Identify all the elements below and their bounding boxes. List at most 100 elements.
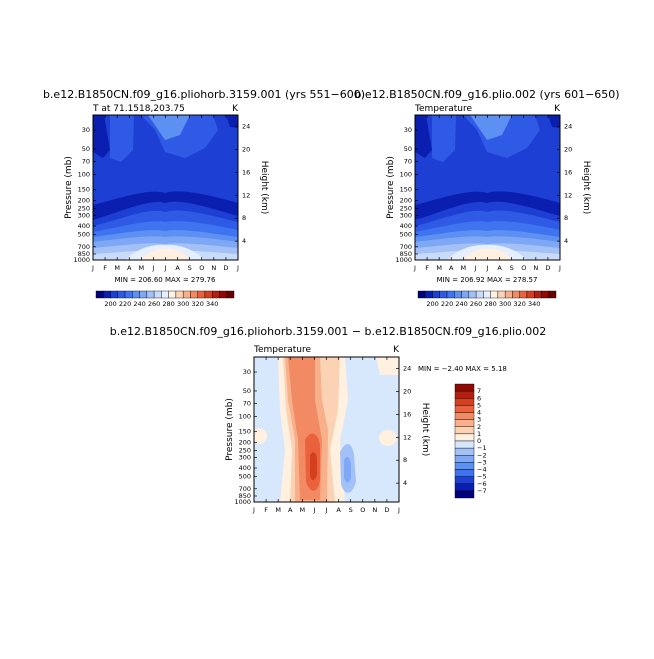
y2-tick-label: 16 xyxy=(564,168,572,176)
colorbar-label: 340 xyxy=(206,300,218,308)
colorbar-swatch xyxy=(175,290,184,299)
colorbar-swatch xyxy=(454,447,475,456)
colorbar-swatch xyxy=(475,290,484,299)
x-tick-label: J xyxy=(91,264,94,272)
colorbar-label: −6 xyxy=(477,480,487,488)
colorbar-label: 260 xyxy=(470,300,482,308)
y-tick-label: 200 xyxy=(239,438,251,446)
colorbar-label: −5 xyxy=(477,473,487,481)
colorbar-label: 200 xyxy=(426,300,438,308)
y-tick-label: 1000 xyxy=(234,498,251,506)
colorbar-swatch xyxy=(103,290,111,299)
y2-tick-label: 16 xyxy=(403,410,411,418)
y-tick-label: 400 xyxy=(400,222,412,230)
panel-3-field xyxy=(254,357,399,502)
colorbar-swatch xyxy=(124,290,133,299)
colorbar-swatch xyxy=(454,412,475,420)
y-tick-label: 150 xyxy=(239,428,251,436)
panel-2-title: b.e12.B1850CN.f09_g16.plio.002 (yrs 601−… xyxy=(354,88,619,101)
y2-tick-label: 4 xyxy=(403,479,407,487)
x-tick-label: J xyxy=(252,506,255,514)
colorbar-label: 280 xyxy=(484,300,496,308)
y-tick-label: 700 xyxy=(400,243,412,251)
colorbar-label: 2 xyxy=(477,423,481,431)
colorbar-label: −2 xyxy=(477,451,487,459)
panel-1-subtitle: T at 71.1518,203.75 xyxy=(92,104,185,114)
y2-tick-label: 20 xyxy=(403,388,411,396)
x-tick-label: F xyxy=(425,264,429,272)
panel-1-field xyxy=(93,115,238,260)
x-tick-label: A xyxy=(175,264,180,272)
panel-2-subtitle: Temperature xyxy=(414,104,472,114)
x-tick-label: J xyxy=(413,264,416,272)
panel-2-colorbar: 200 220 240 260 280 300 320 340 xyxy=(417,290,557,308)
colorbar-swatch xyxy=(117,290,126,299)
colorbar-label: 340 xyxy=(528,300,540,308)
colorbar-swatch xyxy=(168,290,177,299)
y-tick-label: 300 xyxy=(78,211,90,219)
x-tick-label: N xyxy=(372,506,377,514)
colorbar-swatch xyxy=(461,290,470,299)
panel-3-title: b.e12.B1850CN.f09_g16.pliohorb.3159.001 … xyxy=(110,325,546,338)
x-tick-label: O xyxy=(360,506,365,514)
panel-1-title: b.e12.B1850CN.f09_g16.pliohorb.3159.001 … xyxy=(43,88,365,101)
colorbar-label: 5 xyxy=(477,401,481,409)
colorbar-label: 0 xyxy=(477,437,481,445)
x-tick-label: J xyxy=(151,264,154,272)
colorbar-swatch xyxy=(541,290,549,299)
y-tick-label: 150 xyxy=(400,186,412,194)
y-tick-label: 850 xyxy=(400,250,412,258)
y-tick-label: 70 xyxy=(243,399,251,407)
y-tick-label: 100 xyxy=(239,413,251,421)
y-tick-label: 200 xyxy=(78,196,90,204)
y-tick-label: 250 xyxy=(239,447,251,455)
colorbar-swatch xyxy=(439,290,448,299)
x-tick-label: A xyxy=(336,506,341,514)
colorbar-swatch xyxy=(446,290,455,299)
colorbar-label: 200 xyxy=(104,300,116,308)
colorbar-swatch xyxy=(139,290,148,299)
colorbar-swatch xyxy=(483,290,491,299)
y-axis-label: Pressure (mb) xyxy=(386,156,396,219)
x-tick-label: N xyxy=(533,264,538,272)
y-axis-label: Pressure (mb) xyxy=(64,156,74,219)
panel-1-colorbar: 200 220 240 260 280 300 320 340 xyxy=(95,290,235,308)
x-tick-label: S xyxy=(349,506,353,514)
y-tick-label: 200 xyxy=(400,196,412,204)
y-tick-label: 700 xyxy=(78,243,90,251)
x-tick-label: J xyxy=(473,264,476,272)
y2-axis-label: Height (km) xyxy=(581,161,591,215)
colorbar-label: 240 xyxy=(455,300,467,308)
y-tick-label: 250 xyxy=(78,205,90,213)
y-axis-label: Pressure (mb) xyxy=(225,398,235,461)
panel-2-stats: MIN = 206.92 MAX = 278.57 xyxy=(437,276,538,284)
x-tick-label: N xyxy=(211,264,216,272)
y-tick-label: 50 xyxy=(404,145,412,153)
colorbar-swatch xyxy=(454,483,475,492)
colorbar-label: 3 xyxy=(477,416,481,424)
colorbar-swatch xyxy=(454,469,475,477)
x-tick-label: J xyxy=(236,264,239,272)
y2-tick-label: 12 xyxy=(564,191,572,199)
panel-3-subtitle: Temperature xyxy=(253,345,311,355)
y2-tick-label: 8 xyxy=(564,214,568,222)
colorbar-swatch xyxy=(454,440,475,449)
panel-1-units: K xyxy=(232,104,239,114)
x-tick-label: A xyxy=(127,264,132,272)
y2-tick-label: 4 xyxy=(242,237,246,245)
y2-axis-label: Height (km) xyxy=(420,403,430,457)
y2-axis-label: Height (km) xyxy=(259,161,269,215)
x-tick-label: M xyxy=(139,264,145,272)
x-tick-label: M xyxy=(436,264,442,272)
y-tick-label: 1000 xyxy=(73,256,90,264)
colorbar-swatch xyxy=(454,462,475,470)
colorbar-label: −3 xyxy=(477,458,487,466)
y2-tick-label: 4 xyxy=(564,237,568,245)
colorbar-swatch xyxy=(146,290,155,299)
colorbar-swatch xyxy=(490,290,499,299)
colorbar-swatch xyxy=(497,290,506,299)
colorbar-swatch xyxy=(519,290,528,299)
y2-tick-label: 8 xyxy=(242,214,246,222)
x-tick-label: D xyxy=(223,264,228,272)
